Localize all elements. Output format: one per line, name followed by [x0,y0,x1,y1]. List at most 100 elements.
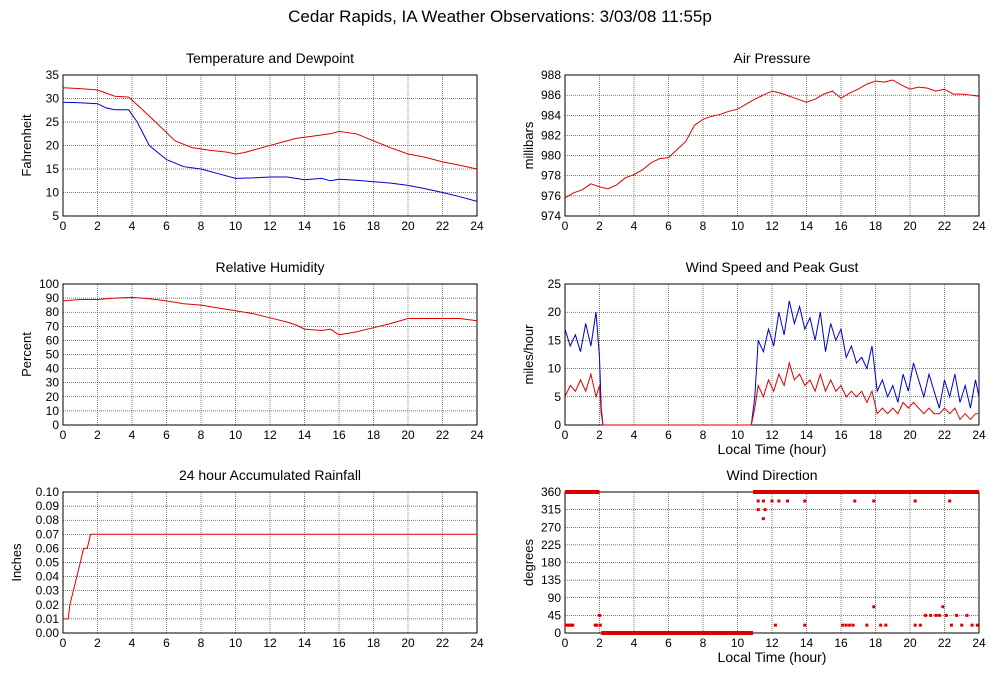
data-point [569,623,573,627]
data-point [937,613,941,617]
y-tick-label: 100 [39,277,59,291]
x-tick-label: 4 [631,636,638,650]
y-tick-label: 0.08 [36,513,60,527]
x-tick-label: 18 [367,636,381,650]
x-tick-label: 16 [332,219,346,233]
y-tick-label: 25 [548,277,562,291]
chart-humidity: 0 2 4 6 8 10 12 14 16 18 20 22 240102030405060708090… [19,259,484,442]
chart-title: Relative Humidity [216,259,325,275]
x-tick-label: 12 [765,428,779,442]
x-tick-label: 16 [332,636,346,650]
y-tick-label: 225 [541,538,561,552]
y-tick-label: 0 [554,626,561,640]
x-tick-label: 4 [631,219,638,233]
x-tick-label: 10 [229,636,243,650]
x-tick-label: 0 [562,428,569,442]
x-tick-label: 6 [163,428,170,442]
data-point [777,499,781,503]
y-tick-label: 5 [554,390,561,404]
y-tick-label: 45 [548,608,562,622]
data-point [884,623,888,627]
x-axis-label: Local Time (hour) [718,441,827,457]
x-tick-label: 16 [834,219,848,233]
x-tick-label: 20 [401,219,415,233]
data-point [970,623,974,627]
data-point [865,623,869,627]
data-point [913,499,917,503]
chart-title: Temperature and Dewpoint [186,50,354,66]
y-axis-label: miles/hour [521,324,536,385]
data-point [761,499,765,503]
y-tick-label: 50 [46,348,60,362]
y-tick-label: 60 [46,333,60,347]
data-point [934,613,938,617]
y-tick-label: 10 [548,362,562,376]
y-tick-label: 0.03 [36,584,60,598]
x-tick-label: 24 [972,636,986,650]
x-tick-label: 2 [94,219,101,233]
x-tick-label: 22 [436,636,450,650]
data-point [924,613,928,617]
y-tick-label: 0.02 [36,598,60,612]
page-title: Cedar Rapids, IA Weather Observations: 3… [288,7,712,26]
x-tick-label: 14 [800,636,814,650]
y-tick-label: 986 [541,88,561,102]
x-tick-label: 0 [562,636,569,650]
x-tick-label: 22 [938,636,952,650]
x-tick-label: 10 [731,636,745,650]
data-point [773,623,777,627]
x-tick-label: 14 [298,219,312,233]
x-tick-label: 10 [731,428,745,442]
x-tick-label: 20 [903,219,917,233]
x-tick-label: 12 [263,219,277,233]
y-tick-label: 0.00 [36,626,60,640]
x-tick-label: 8 [700,219,707,233]
y-tick-label: 25 [46,115,60,129]
y-tick-label: 135 [541,573,561,587]
y-axis-label: Fahrenheit [19,114,34,177]
x-tick-label: 20 [401,636,415,650]
y-tick-label: 0.05 [36,556,60,570]
data-point [844,623,848,627]
chart-title: Air Pressure [733,50,810,66]
x-tick-label: 8 [198,219,205,233]
data-point [872,499,876,503]
x-tick-label: 0 [60,428,67,442]
x-tick-label: 8 [198,636,205,650]
y-tick-label: 80 [46,305,60,319]
chart-title: 24 hour Accumulated Rainfall [179,467,361,483]
x-tick-label: 18 [367,428,381,442]
x-tick-label: 22 [938,219,952,233]
x-tick-label: 10 [229,428,243,442]
x-tick-label: 4 [129,219,136,233]
y-tick-label: 988 [541,68,561,82]
x-tick-label: 22 [436,428,450,442]
chart-temp: 0 2 4 6 8 10 12 14 16 18 20 22 245101520253035Temper… [19,50,484,233]
x-tick-label: 24 [972,219,986,233]
data-point [567,623,571,627]
y-tick-label: 30 [46,376,60,390]
x-tick-label: 2 [596,636,603,650]
data-point [593,623,597,627]
x-axis-label: Local Time (hour) [718,649,827,665]
y-tick-label: 0 [52,418,59,432]
y-tick-label: 10 [46,186,60,200]
y-tick-label: 0.04 [36,570,60,584]
y-tick-label: 0.01 [36,612,60,626]
data-point [948,499,952,503]
x-tick-label: 12 [765,219,779,233]
data-point [598,623,602,627]
y-tick-label: 20 [46,139,60,153]
chart-title: Wind Speed and Peak Gust [686,259,859,275]
x-tick-label: 8 [700,636,707,650]
y-tick-label: 0.09 [36,499,60,513]
chart-title: Wind Direction [726,467,817,483]
y-tick-label: 180 [541,556,561,570]
data-point [965,613,969,617]
series-line-0 [62,87,478,170]
y-tick-label: 984 [541,108,561,122]
x-tick-label: 22 [938,428,952,442]
data-point [803,623,807,627]
y-tick-label: 40 [46,362,60,376]
